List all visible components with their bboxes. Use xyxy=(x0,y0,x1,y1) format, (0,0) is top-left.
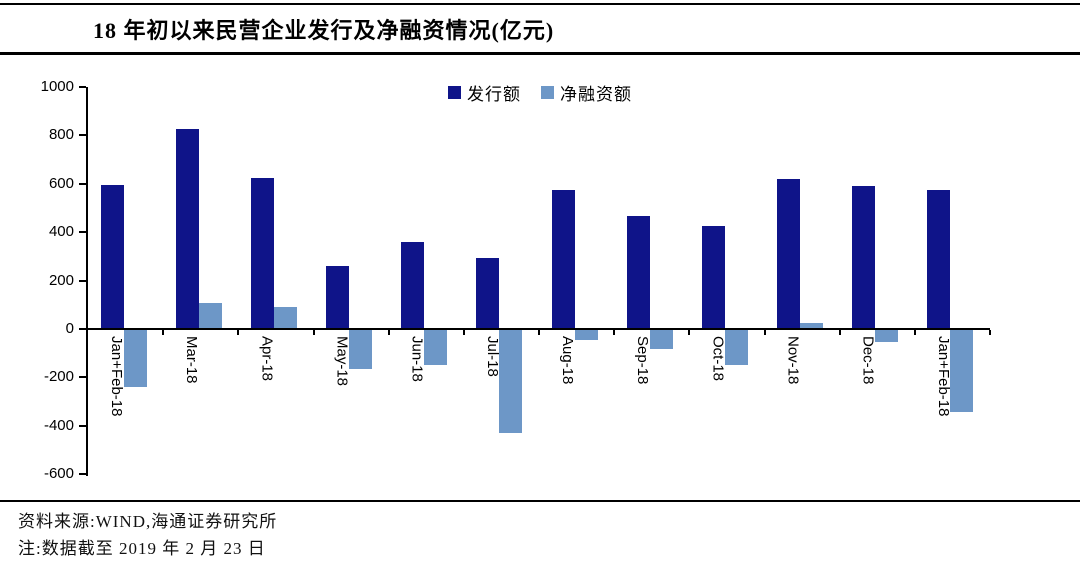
y-axis-line xyxy=(86,87,88,476)
y-axis-tick xyxy=(79,473,86,475)
x-axis-tick xyxy=(387,329,390,335)
y-axis-tick-label: -600 xyxy=(43,465,74,482)
issuance-bar xyxy=(401,241,425,329)
net-financing-bar xyxy=(349,328,372,369)
issuance-bar xyxy=(326,265,349,329)
issuance-bar xyxy=(777,178,800,329)
x-axis-tick xyxy=(538,329,540,335)
y-axis-tick xyxy=(79,279,86,282)
x-axis-label: Mar-18 xyxy=(183,335,201,384)
net-financing-bar xyxy=(724,328,748,366)
net-financing-bar xyxy=(875,328,899,343)
issuance-bar xyxy=(927,189,951,329)
y-axis-tick-label: 800 xyxy=(48,126,74,144)
title-box-top-border xyxy=(0,3,1080,5)
y-axis-tick-label: 0 xyxy=(65,319,74,337)
x-axis-zero-line xyxy=(88,327,990,330)
x-axis-tick xyxy=(688,329,691,335)
net-financing-bar xyxy=(273,307,297,329)
net-financing-bar xyxy=(649,328,673,350)
y-axis-tick-label: 1000 xyxy=(40,78,74,95)
y-axis-tick-label: -200 xyxy=(43,368,74,386)
data-cutoff-note: 注:数据截至 2019 年 2 月 23 日 xyxy=(18,539,266,558)
y-axis-tick xyxy=(79,134,86,137)
net-financing-bar xyxy=(950,328,974,413)
net-financing-bar xyxy=(424,328,448,366)
issuance-bar xyxy=(551,189,575,329)
y-axis-tick xyxy=(79,182,86,185)
legend-item-issuance: 发行额 xyxy=(448,80,521,105)
x-axis-label: Jan+Feb-18 xyxy=(934,335,952,417)
source-note: 资料来源:WIND,海通证券研究所 xyxy=(18,512,278,531)
y-axis-tick-label: 200 xyxy=(48,271,74,289)
y-axis-tick xyxy=(79,376,86,379)
net-financing-bar xyxy=(499,328,523,433)
x-axis-label: Oct-18 xyxy=(709,335,727,381)
issuance-bar xyxy=(476,257,500,329)
x-axis-tick xyxy=(613,329,616,335)
footer-divider xyxy=(0,500,1080,502)
y-axis-tick-label: 600 xyxy=(48,174,74,192)
title-box-bottom-border xyxy=(0,52,1080,55)
net-financing-bar xyxy=(800,322,823,329)
x-axis-tick xyxy=(162,329,165,335)
issuance-bar xyxy=(175,129,199,329)
x-axis-label: Jun-18 xyxy=(408,335,426,382)
x-axis-tick xyxy=(838,329,841,335)
net-financing-swatch-icon xyxy=(541,86,554,99)
x-axis-label: Dec-18 xyxy=(859,335,877,385)
x-axis-tick xyxy=(312,329,315,335)
issuance-bar xyxy=(100,184,124,329)
chart-title: 18 年初以来民营企业发行及净融资情况(亿元) xyxy=(93,18,555,43)
net-financing-bar xyxy=(123,328,147,387)
x-axis-label: May-18 xyxy=(333,335,351,386)
chart-legend: 发行额 净融资额 xyxy=(0,80,1080,105)
net-financing-bar xyxy=(574,328,598,340)
issuance-bar xyxy=(701,226,725,329)
x-axis-tick xyxy=(462,329,465,335)
x-axis-label: Aug-18 xyxy=(559,335,576,385)
x-axis-label: Jan+Feb-18 xyxy=(108,335,125,417)
legend-label-issuance: 发行额 xyxy=(467,85,521,104)
y-axis-tick xyxy=(79,327,86,330)
y-axis-tick xyxy=(79,86,86,88)
issuance-bar xyxy=(250,177,274,329)
x-axis-tick xyxy=(237,329,240,335)
issuance-bar xyxy=(852,186,876,329)
x-axis-label: Nov-18 xyxy=(784,335,802,385)
x-axis-tick xyxy=(913,329,916,335)
issuance-bar xyxy=(626,216,650,329)
x-axis-label: Apr-18 xyxy=(258,335,276,381)
x-axis-label: Sep-18 xyxy=(634,335,652,385)
y-axis-tick-label: -400 xyxy=(43,416,74,434)
issuance-swatch-icon xyxy=(448,86,461,99)
y-axis-tick xyxy=(79,424,86,427)
y-axis-tick xyxy=(79,231,86,234)
y-axis-tick-label: 400 xyxy=(48,223,74,241)
legend-item-net-financing: 净融资额 xyxy=(541,80,632,105)
x-axis-tick xyxy=(763,329,766,335)
x-axis-tick xyxy=(989,329,991,335)
net-financing-bar xyxy=(198,303,222,329)
legend-label-net-financing: 净融资额 xyxy=(560,85,632,104)
x-axis-label: Jul-18 xyxy=(483,335,501,377)
